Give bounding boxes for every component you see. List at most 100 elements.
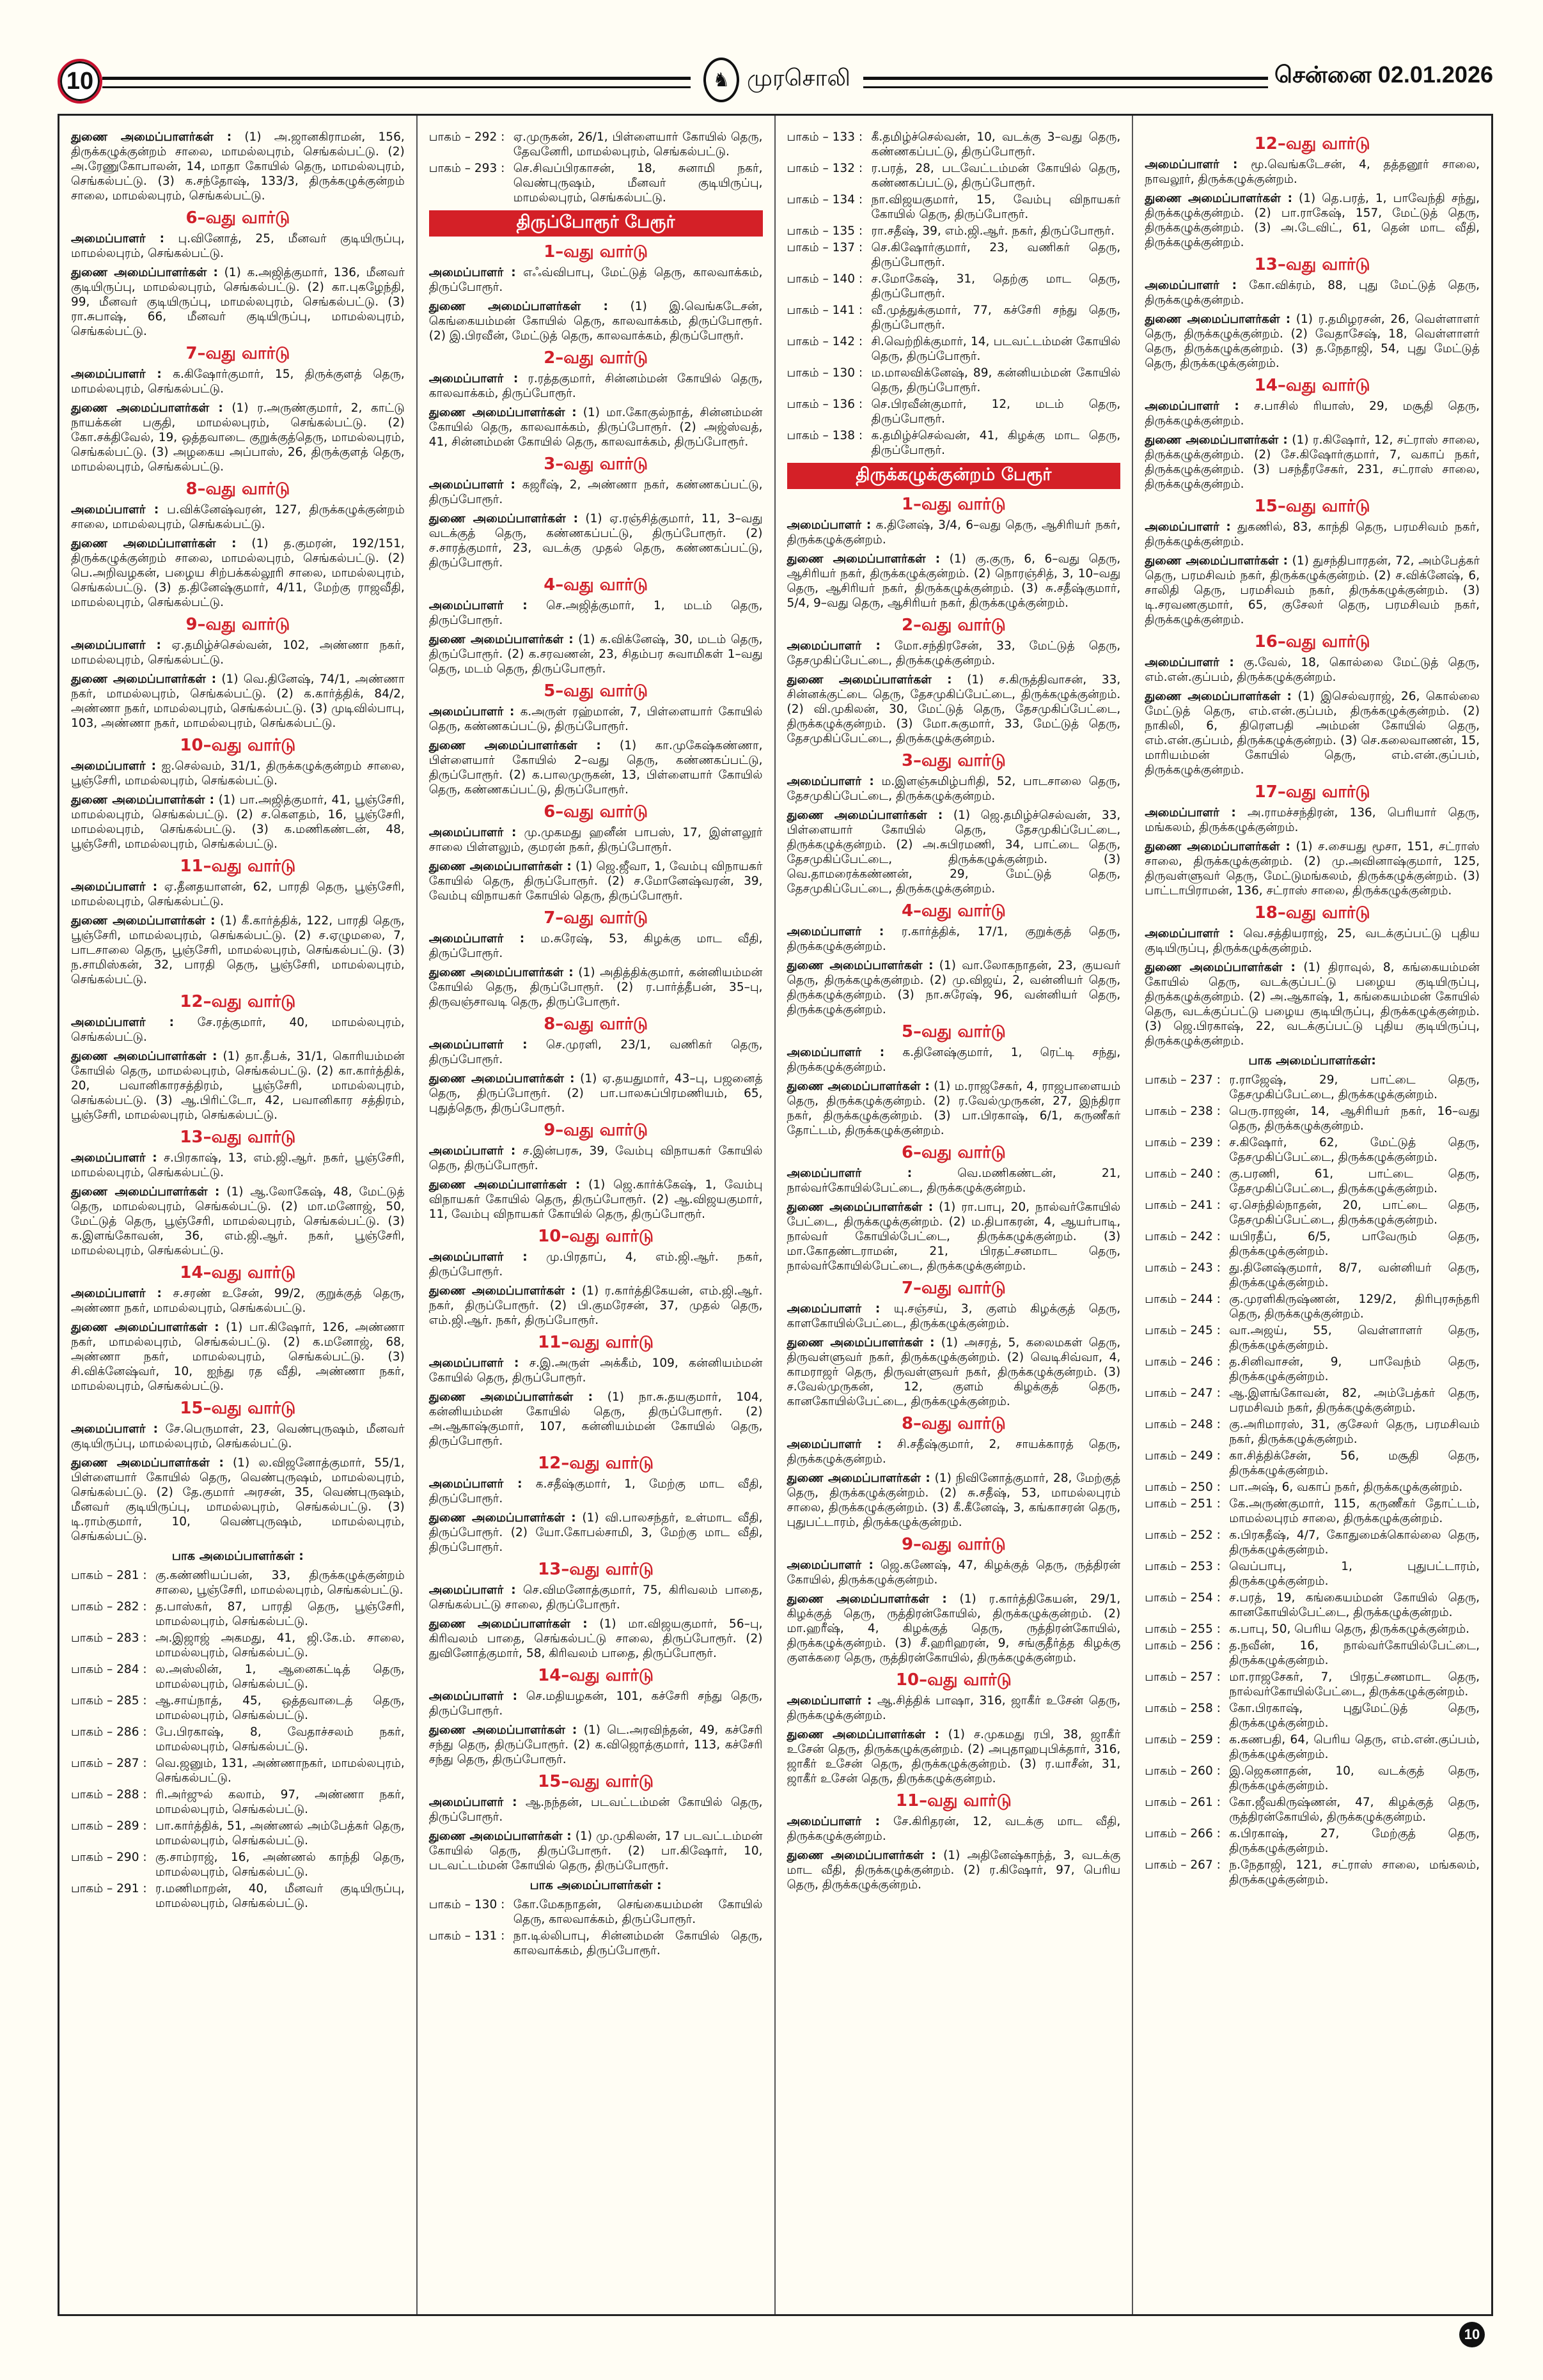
deputy-organizers-entry: துணை அமைப்பாளர்கள் : (1) துசந்திபாரதன், … [1145, 554, 1480, 627]
organizer-label: அமைப்பாளர் : [787, 1559, 873, 1572]
booth-number: பாகம் – 286 : [71, 1725, 147, 1739]
organizer-entry: அமைப்பாளர் : ஆ.சித்திக் பாஷா, 316, ஜாகீர… [787, 1693, 1121, 1723]
deputy-organizers-entry: துணை அமைப்பாளர்கள் : (1) இ.வெங்கடேசன், க… [429, 299, 763, 343]
organizer-entry: அமைப்பாளர் : ம.இளஞ்சுமிழ்பரிதி, 52, பாடச… [787, 774, 1121, 804]
organizer-label: அமைப்பாளர் : [71, 232, 164, 245]
organizer-text: ஏ.தமிழ்ச்செல்வன், 102, அண்ணா நகர், மாமல்… [71, 639, 405, 667]
booth-organizer-text: பெரு.ராஜன், 14, ஆசிரியர் நகர், 16–வது தெ… [1229, 1105, 1480, 1133]
deputy-text: (1) ர.அருண்குமார், 2, காட்டு நாயக்கன் பக… [71, 401, 405, 474]
organizer-entry: அமைப்பாளர் : ப.விக்னேஷ்வரன், 127, திருக்… [71, 502, 405, 532]
organizer-entry: அமைப்பாளர் : செ.முரளி, 23/1, வணிகர் தெரு… [429, 1038, 763, 1067]
booth-organizer-row: பாகம் – 266 : க.பிரகாஷ், 27, மேற்குத் தெர… [1145, 1826, 1480, 1856]
organizer-entry: அமைப்பாளர் : க.தினேஷ்குமார், 1, ரெட்டி ச… [787, 1045, 1121, 1075]
deputy-text: (1) துசந்திபாரதன், 72, அம்பேத்கர் தெரு, … [1145, 554, 1480, 626]
ward-heading: 10–வது வார்டு [180, 736, 296, 755]
booth-number: பாகம் – 257 : [1145, 1670, 1221, 1684]
booth-organizer-row: பாகம் – 249 : கா.சித்திக்சேன், 56, மசூதி … [1145, 1449, 1480, 1478]
booth-organizer-text: ஆ.இளங்கோவன், 82, அம்பேத்கர் தெரு, பரமசிவ… [1229, 1387, 1480, 1415]
deputy-organizers-entry: துணை அமைப்பாளர்கள் : (1) வா.லோகநாதன், 23… [787, 958, 1121, 1017]
booth-number: பாகம் – 250 : [1145, 1481, 1221, 1494]
booth-number: பாகம் – 282 : [71, 1600, 147, 1614]
booth-organizer-row: பாகம் – 258 : கோ.பிரகாஷ், புதுமேட்டுத் தெ… [1145, 1701, 1480, 1731]
booth-organizer-row: பாகம் – 238 : பெரு.ராஜன், 14, ஆசிரியர் நக… [1145, 1104, 1480, 1133]
deputy-organizers-entry: துணை அமைப்பாளர்கள் : (1) ச.முகமது ரபி, 3… [787, 1727, 1121, 1786]
booth-number: பாகம் – 288 : [71, 1788, 147, 1801]
organizer-text: ச.பிரகாஷ், 13, எம்.ஜி.ஆர். நகர், பூஞ்சேர… [71, 1151, 405, 1179]
ward-heading: 18–வது வார்டு [1254, 903, 1370, 922]
deputy-organizers-entry: துணை அமைப்பாளர்கள் : (1) நா.சு.தயகுமார்,… [429, 1390, 763, 1449]
booth-organizer-row: பாகம் – 239 : ச.கிஷோர், 62, மேட்டுத் தெரு… [1145, 1135, 1480, 1165]
booth-organizer-text: ரி.அர்ஜுல் கலாம், 97, அண்ணா நகர், மாமல்ல… [155, 1788, 405, 1816]
deputy-text: (1) க.விக்னேஷ், 30, மடம் தெரு, திருப்போர… [428, 633, 763, 676]
deputy-organizers-entry: துணை அமைப்பாளர்கள் : (1) அசரத், 5, கலைமக… [787, 1335, 1121, 1409]
deputy-organizers-entry: துணை அமைப்பாளர்கள் : (1) கு.குரு, 6, 6–வ… [787, 552, 1121, 611]
deputy-text: (1) க.அஜித்குமார், 136, மீனவர் குடியிருப… [71, 266, 405, 338]
booth-organizer-text: ந.நேதாஜி, 121, சட்ராஸ் சாலை, மங்கலம், தி… [1229, 1858, 1480, 1886]
deputy-organizers-entry: துணை அமைப்பாளர்கள் : (1) ர.அருண்குமார், … [71, 401, 405, 474]
town-banner: திருப்போரூர் பேரூர் [428, 210, 763, 237]
booth-organizer-row: பாகம் – 259 : க.கணபதி, 64, பெரிய தெரு, எம… [1145, 1732, 1480, 1762]
ward-heading: 2–வது வார்டு [901, 616, 1006, 635]
organizer-label: அமைப்பாளர் : [1145, 656, 1234, 669]
deputy-text: (1) ச.முகமது ரபி, 38, ஜாகீர் உசேன் தெரு,… [787, 1728, 1121, 1785]
booth-organizer-text: கோ.ஜீவகிருஷ்ணன், 47, கிழக்குத் தெரு, ருத… [1229, 1796, 1480, 1824]
deputy-text: (1) ஜெ.தமிழ்ச்செல்வன், 33, பிள்ளையார் கோ… [787, 809, 1121, 896]
booth-number: பாகம் – 130 : [428, 1898, 505, 1911]
organizer-label: அமைப்பாளர் : [787, 1694, 872, 1707]
ward-heading: 6–வது வார்டு [544, 802, 648, 821]
booth-organizer-text: கே.அருண்குமார், 115, கருணீகர் தோட்டம், ம… [1229, 1497, 1480, 1525]
booth-organizer-row: பாகம் – 241 : ஏ.செந்தில்நாதன், 20, பாட்டை… [1145, 1198, 1480, 1227]
booth-organizer-text: பே.பிரகாஷ், 8, வேதாச்சலம் நகர், மாமல்லபு… [155, 1725, 405, 1754]
ward-heading: 9–வது வார்டு [544, 1121, 648, 1140]
deputy-label: துணை அமைப்பாளர்கள் : [71, 1185, 220, 1199]
organizer-entry: அமைப்பாளர் : ச.சரண் உசேன், 99/2, குறுக்க… [71, 1286, 405, 1316]
deputy-organizers-entry: துணை அமைப்பாளர்கள் : (1) கா.முகேஷ்கண்ணா,… [429, 738, 763, 797]
organizer-text: கோ.விக்ரம், 88, புது மேட்டுத் தெரு, திரு… [1145, 279, 1480, 307]
booth-organizer-row: பாகம் – 130 : கோ.மேகநாதன், செங்கையம்மன் க… [429, 1897, 763, 1927]
booth-organizer-row: பாகம் – 286 : பே.பிரகாஷ், 8, வேதாச்சலம் ந… [71, 1725, 405, 1754]
deputy-organizers-entry: துணை அமைப்பாளர்கள் : (1) ர.கார்த்திகேயன்… [429, 1284, 763, 1328]
ward-heading: 2–வது வார்டு [544, 348, 648, 368]
booth-number: பாகம் – 133 : [787, 130, 863, 144]
organizer-entry: அமைப்பாளர் : வெ.சத்தியராஜ், 25, வடக்குப்… [1145, 926, 1480, 956]
booth-organizer-text: கா.சித்திக்சேன், 56, மசூதி தெரு, திருக்க… [1229, 1449, 1480, 1477]
ward-heading: 6–வது வார்டு [185, 208, 290, 228]
organizer-label: அமைப்பாளர் : [71, 1016, 175, 1029]
booth-organizer-text: கு.கண்ணியப்பன், 33, திருக்கழுக்குன்றம் ச… [155, 1569, 405, 1597]
organizer-label: அமைப்பாளர் : [787, 925, 884, 938]
deputy-organizers-entry: துணை அமைப்பாளர்கள் : (1) ஜெ.கார்க்கேஷ், … [429, 1178, 763, 1222]
booth-organizer-row: பாகம் – 136 : செ.பிரவீன்குமார், 12, மடம் … [787, 397, 1121, 426]
booth-organizer-text: ஏ.செந்தில்நாதன், 20, பாட்டை தெரு, தேசமுக… [1229, 1199, 1480, 1227]
deputy-organizers-entry: துணை அமைப்பாளர்கள் : (1) ஏ.ரஞ்சித்குமார்… [429, 511, 763, 570]
deputy-organizers-entry: துணை அமைப்பாளர்கள் : (1) அதித்திக்குமார்… [429, 965, 763, 1009]
booth-number: பாகம் – 132 : [787, 162, 863, 175]
deputy-text: (1) இசெல்வராஜ், 26, கொல்லை மேட்டுத் தெரு… [1145, 690, 1480, 777]
deputy-text: (1) திராவுல், 8, கங்கையம்மன் கோயில் தெரு… [1145, 961, 1480, 1048]
organizer-entry: அமைப்பாளர் : ர.கார்த்திக், 17/1, குறுக்க… [787, 924, 1121, 954]
deputy-text: (1) மா.விஜயகுமார், 56–பு, கிரிவலம் பாதை,… [428, 1617, 763, 1660]
booth-organizer-row: பாகம் – 141 : வீ.முத்துக்குமார், 77, கச்ச… [787, 303, 1121, 332]
deputy-label: துணை அமைப்பாளர்கள் : [428, 406, 577, 419]
section-subheading: பாக அமைப்பாளர்கள் : [529, 1878, 662, 1892]
deputy-label: துணை அமைப்பாளர்கள் : [428, 966, 574, 979]
deputy-text: (1) ரா.பாபு, 20, நால்வர்கோயில் பேட்டை, த… [787, 1201, 1121, 1273]
organizer-label: அமைப்பாளர் : [787, 1167, 912, 1180]
organizer-entry: அமைப்பாளர் : க.அருள் ரஹ்மான், 7, பிள்ளைய… [429, 704, 763, 734]
organizer-label: அமைப்பாளர் : [1145, 520, 1231, 534]
deputy-organizers-entry: துணை அமைப்பாளர்கள் : (1) ஏ.தயதுமார், 43–… [429, 1071, 763, 1116]
deputy-text: (1) டெ.அரவிந்தன், 49, கச்சேரி சந்து தெரு… [428, 1723, 763, 1766]
deputy-label: துணை அமைப்பாளர்கள் : [1145, 433, 1288, 447]
booth-number: பாகம் – 283 : [71, 1631, 147, 1645]
booth-organizer-row: பாகம் – 255 : க.பாபு, 50, பெரிய தெரு, திர… [1145, 1622, 1480, 1637]
organizer-entry: அமைப்பாளர் : துகணில், 83, காந்தி தெரு, ப… [1145, 520, 1480, 549]
organizer-text: ச.இ.அருள் அக்கீம், 109, கன்னியம்மன் கோயி… [428, 1357, 763, 1385]
booth-organizer-row: பாகம் – 252 : க.பிரகதீஷ், 4/7, கோதுமைக்கொ… [1145, 1528, 1480, 1557]
booth-organizer-row: பாகம் – 142 : சி.வெற்றிக்குமார், 14, படவட… [787, 334, 1121, 364]
booth-organizer-text: செ.சிவப்பிரகாசன், 18, சுனாமி நகர், வெண்ப… [513, 162, 763, 205]
header-rule-right [863, 77, 1311, 88]
booth-organizer-row: பாகம் – 137 : செ.கிஷோர்குமார், 23, வணிகர்… [787, 240, 1121, 270]
booth-number: பாகம் – 246 : [1145, 1355, 1221, 1369]
ward-heading: 11–வது வார்டு [180, 857, 296, 876]
booth-number: பாகம் – 134 : [787, 193, 863, 206]
booth-organizer-text: சி.வெற்றிக்குமார், 14, படவட்டம்மன் கோயில… [871, 335, 1121, 363]
